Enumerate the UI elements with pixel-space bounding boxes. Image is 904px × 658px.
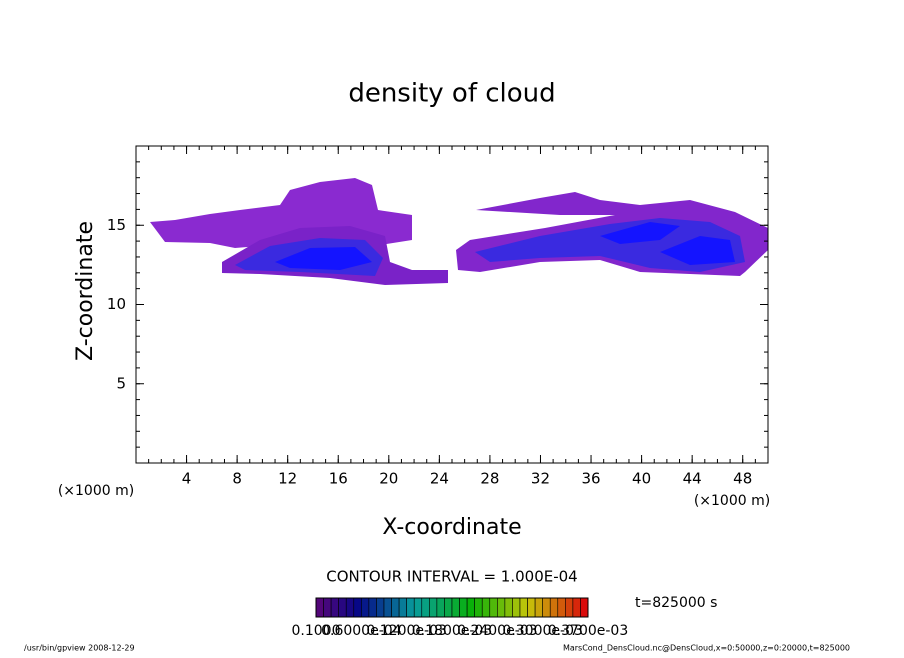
cloud-core (600, 222, 680, 244)
colorbar-swatch (429, 597, 438, 618)
colorbar-label: 0.3000e-03 (502, 623, 582, 639)
colorbar-swatch (376, 597, 385, 618)
colorbar-swatch (323, 597, 332, 618)
cloud-field (150, 178, 768, 285)
colorbar-swatch (330, 597, 339, 618)
colorbar-label: 0.2400e-03 (457, 623, 537, 639)
colorbar-swatch (444, 597, 453, 618)
colorbar-swatch (353, 597, 362, 618)
x-tick-label: 44 (683, 470, 702, 488)
x-tick-label: 20 (379, 470, 398, 488)
colorbar-swatch (338, 597, 347, 618)
x-tick-label: 4 (182, 470, 192, 488)
x-tick-label: 16 (329, 470, 348, 488)
chart-title: density of cloud (348, 79, 555, 109)
colorbar-label: 0.3700e-03 (548, 623, 628, 639)
colorbar-swatch (504, 597, 513, 618)
x-tick-label: 48 (733, 470, 752, 488)
x-tick-label: 28 (480, 470, 499, 488)
colorbar-swatch (413, 597, 423, 618)
y-axis-title: Z-coordinate (73, 221, 98, 361)
x-unit-label: (×1000 m) (694, 493, 770, 509)
cloud-core (275, 247, 372, 270)
y-tick-label: 10 (107, 295, 126, 313)
colorbar-swatch (391, 597, 400, 618)
time-label: t=825000 s (635, 595, 717, 611)
colorbar-swatch (451, 597, 460, 618)
colorbar-swatch (534, 597, 543, 618)
x-tick-label: 32 (531, 470, 550, 488)
colorbar-swatch (557, 597, 566, 618)
colorbar-swatch (565, 597, 574, 618)
colorbar-swatch (549, 597, 559, 618)
footer-left: /usr/bin/gpview 2008-12-29 (24, 644, 135, 653)
colorbar-swatch (421, 597, 430, 618)
colorbar-label: 0.1200e-03 (366, 623, 446, 639)
colorbar-label: 0.1000 (292, 623, 341, 639)
colorbar-frame (315, 597, 589, 618)
colorbar-swatch (542, 597, 551, 618)
colorbar-swatch (481, 597, 491, 618)
contour-interval: CONTOUR INTERVAL = 1.000E-04 (326, 568, 577, 586)
y-tick-label: 15 (107, 216, 126, 234)
x-tick-label: 8 (232, 470, 242, 488)
colorbar-swatch (361, 597, 370, 618)
colorbar-swatch (398, 597, 407, 618)
x-axis-title: X-coordinate (382, 515, 521, 540)
colorbar-swatch (466, 597, 475, 618)
x-tick-label: 36 (581, 470, 600, 488)
colorbar-swatch (383, 597, 392, 618)
colorbar-swatch (572, 597, 581, 618)
y-tick-label: 5 (116, 374, 126, 392)
x-tick-label: 24 (430, 470, 449, 488)
colorbar-swatch (315, 597, 324, 618)
footer-right: MarsCond_DensCloud.nc@DensCloud,x=0:5000… (563, 644, 850, 653)
cloud-core (660, 236, 735, 265)
x-tick-label: 40 (632, 470, 651, 488)
x-tick-label: 12 (278, 470, 297, 488)
colorbar-swatch (368, 597, 377, 618)
colorbar-swatch (474, 597, 483, 618)
x-unit-label: (×1000 m) (58, 483, 134, 499)
colorbar-swatch (512, 597, 521, 618)
colorbar-swatch (436, 597, 445, 618)
colorbar-swatch (527, 597, 536, 618)
colorbar-label: 0.6000e-04 (321, 623, 402, 639)
colorbar-swatch (497, 597, 506, 618)
colorbar-swatch (489, 597, 498, 618)
colorbar-label: 0.1800e-03 (412, 623, 492, 639)
colorbar-swatch (406, 597, 415, 618)
colorbar-swatch (345, 597, 355, 618)
colorbar-swatch (519, 597, 528, 618)
colorbar-swatch (459, 597, 468, 618)
colorbar-swatch (580, 597, 589, 618)
colorbar: 0.10000.6000e-040.1200e-030.1800e-030.24… (292, 597, 628, 639)
